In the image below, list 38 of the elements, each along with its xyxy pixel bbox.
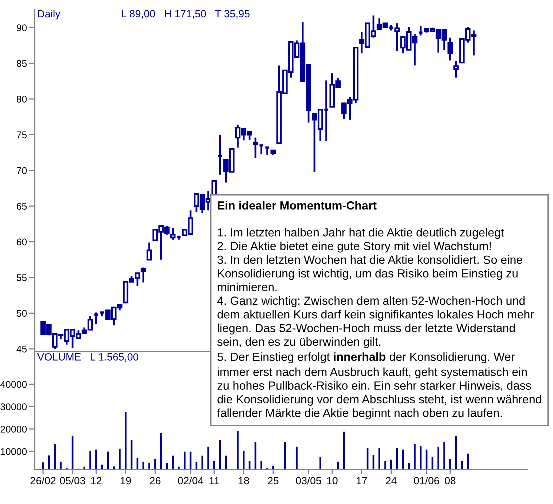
x-tick-label: 05/03: [60, 476, 86, 485]
x-tick-label: 26/02: [30, 476, 56, 485]
annotation: der Konsolidierung. Wer: [390, 352, 515, 364]
annotation: 5. Der Einstieg erfolgt: [218, 352, 330, 364]
annotation: immer erst nach dem Ausbruch kauft, geht systematisch ein zu hohes Pullback-Risiko ein. Ein sehr starker Hinweis, dass die Konsolidierung vor dem Abschluss steht, ist wenn während fallender Märkte die Aktie beginnt nach oben zu laufen.: [217, 368, 542, 420]
x-tick-label: 17: [356, 477, 368, 484]
y-tick-label: 50: [16, 310, 27, 318]
y-tick-label: 30000: [0, 404, 27, 410]
annotation: innerhalb: [334, 352, 386, 362]
y-tick-label: 90: [17, 24, 27, 32]
y-tick-label: 45: [16, 346, 27, 353]
annotation: Ein idealer Momentum-Chart: [218, 201, 377, 210]
y-tick-label: 65: [17, 203, 27, 210]
y-tick-label: 75: [17, 132, 27, 139]
annotation: L 89,00 H 171,50 T 35,95: [122, 10, 250, 19]
x-tick-label: 25: [268, 477, 279, 485]
x-tick-label: 01/06: [414, 476, 440, 485]
x-tick-label: 26: [150, 477, 161, 485]
y-tick-label: 80: [16, 96, 27, 103]
text: 1. Im letzten halben Jahr hat die Aktie deutlich zugelegt 2. Die Aktie bietet eine gute Story mit viel Wachstum! 3. In den letzten Wochen hat die Aktie konsolidiert. So eine Konsolidierung ist wichtig, um das Risiko beim Einstieg zu minimieren. 4. Ganz wichtig: Zwischen dem alten 52-Wochen-Hoch und dem aktuellen Kurs darf kein signifikantes lokales Hoch mehr liegen. Das 52-Wochen-Hoch muss der letzte Widerstand sein, den es zu überwinden gilt.: [218, 228, 534, 348]
x-tick-label: 12: [91, 477, 102, 484]
x-tick-label: 03/05: [296, 476, 322, 485]
y-tick-label: 85: [16, 60, 27, 68]
annotation: Daily: [38, 10, 61, 20]
y-tick-label: 60: [17, 238, 27, 246]
y-tick-label: 40000: [0, 381, 27, 388]
y-tick-label: 70: [17, 167, 27, 174]
y-tick-label: 10000: [1, 448, 27, 456]
y-tick-label: 20000: [0, 426, 27, 433]
x-tick-label: 18: [238, 477, 250, 485]
x-tick-label: 24: [386, 477, 397, 484]
x-tick-label: 10: [327, 477, 338, 485]
x-tick-label: 08: [445, 477, 456, 485]
x-tick-label: 11: [210, 477, 220, 484]
x-tick-label: 19: [120, 477, 132, 485]
annotation: VOLUME L 1.565,00: [38, 353, 139, 362]
y-tick-label: 55: [16, 274, 27, 282]
x-tick-label: 02/04: [178, 476, 204, 485]
